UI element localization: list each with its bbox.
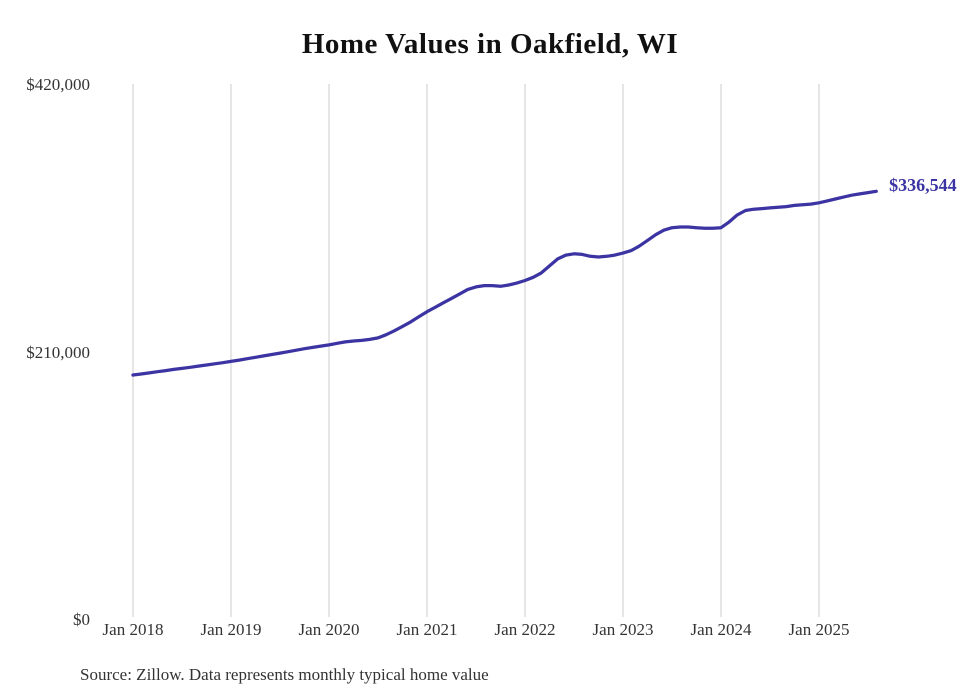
x-tick-label: Jan 2023	[592, 620, 654, 639]
chart-title: Home Values in Oakfield, WI	[301, 28, 679, 60]
y-tick-label: $0	[73, 610, 90, 629]
y-tick-label: $420,000	[26, 75, 90, 94]
x-tick-label: Jan 2019	[200, 620, 262, 639]
source-note: Source: Zillow. Data represents monthly …	[80, 665, 489, 684]
x-tick-label: Jan 2022	[494, 620, 556, 639]
x-tick-label: Jan 2024	[690, 620, 752, 639]
final-value-label: $336,544	[889, 175, 957, 196]
x-tick-label: Jan 2021	[396, 620, 458, 639]
x-tick-label: Jan 2025	[788, 620, 850, 639]
home-value-line	[131, 189, 878, 377]
y-tick-label: $210,000	[26, 342, 90, 362]
x-tick-label: Jan 2020	[298, 620, 360, 639]
vertical-gridlines	[132, 84, 820, 617]
x-tick-label: Jan 2018	[102, 620, 164, 639]
